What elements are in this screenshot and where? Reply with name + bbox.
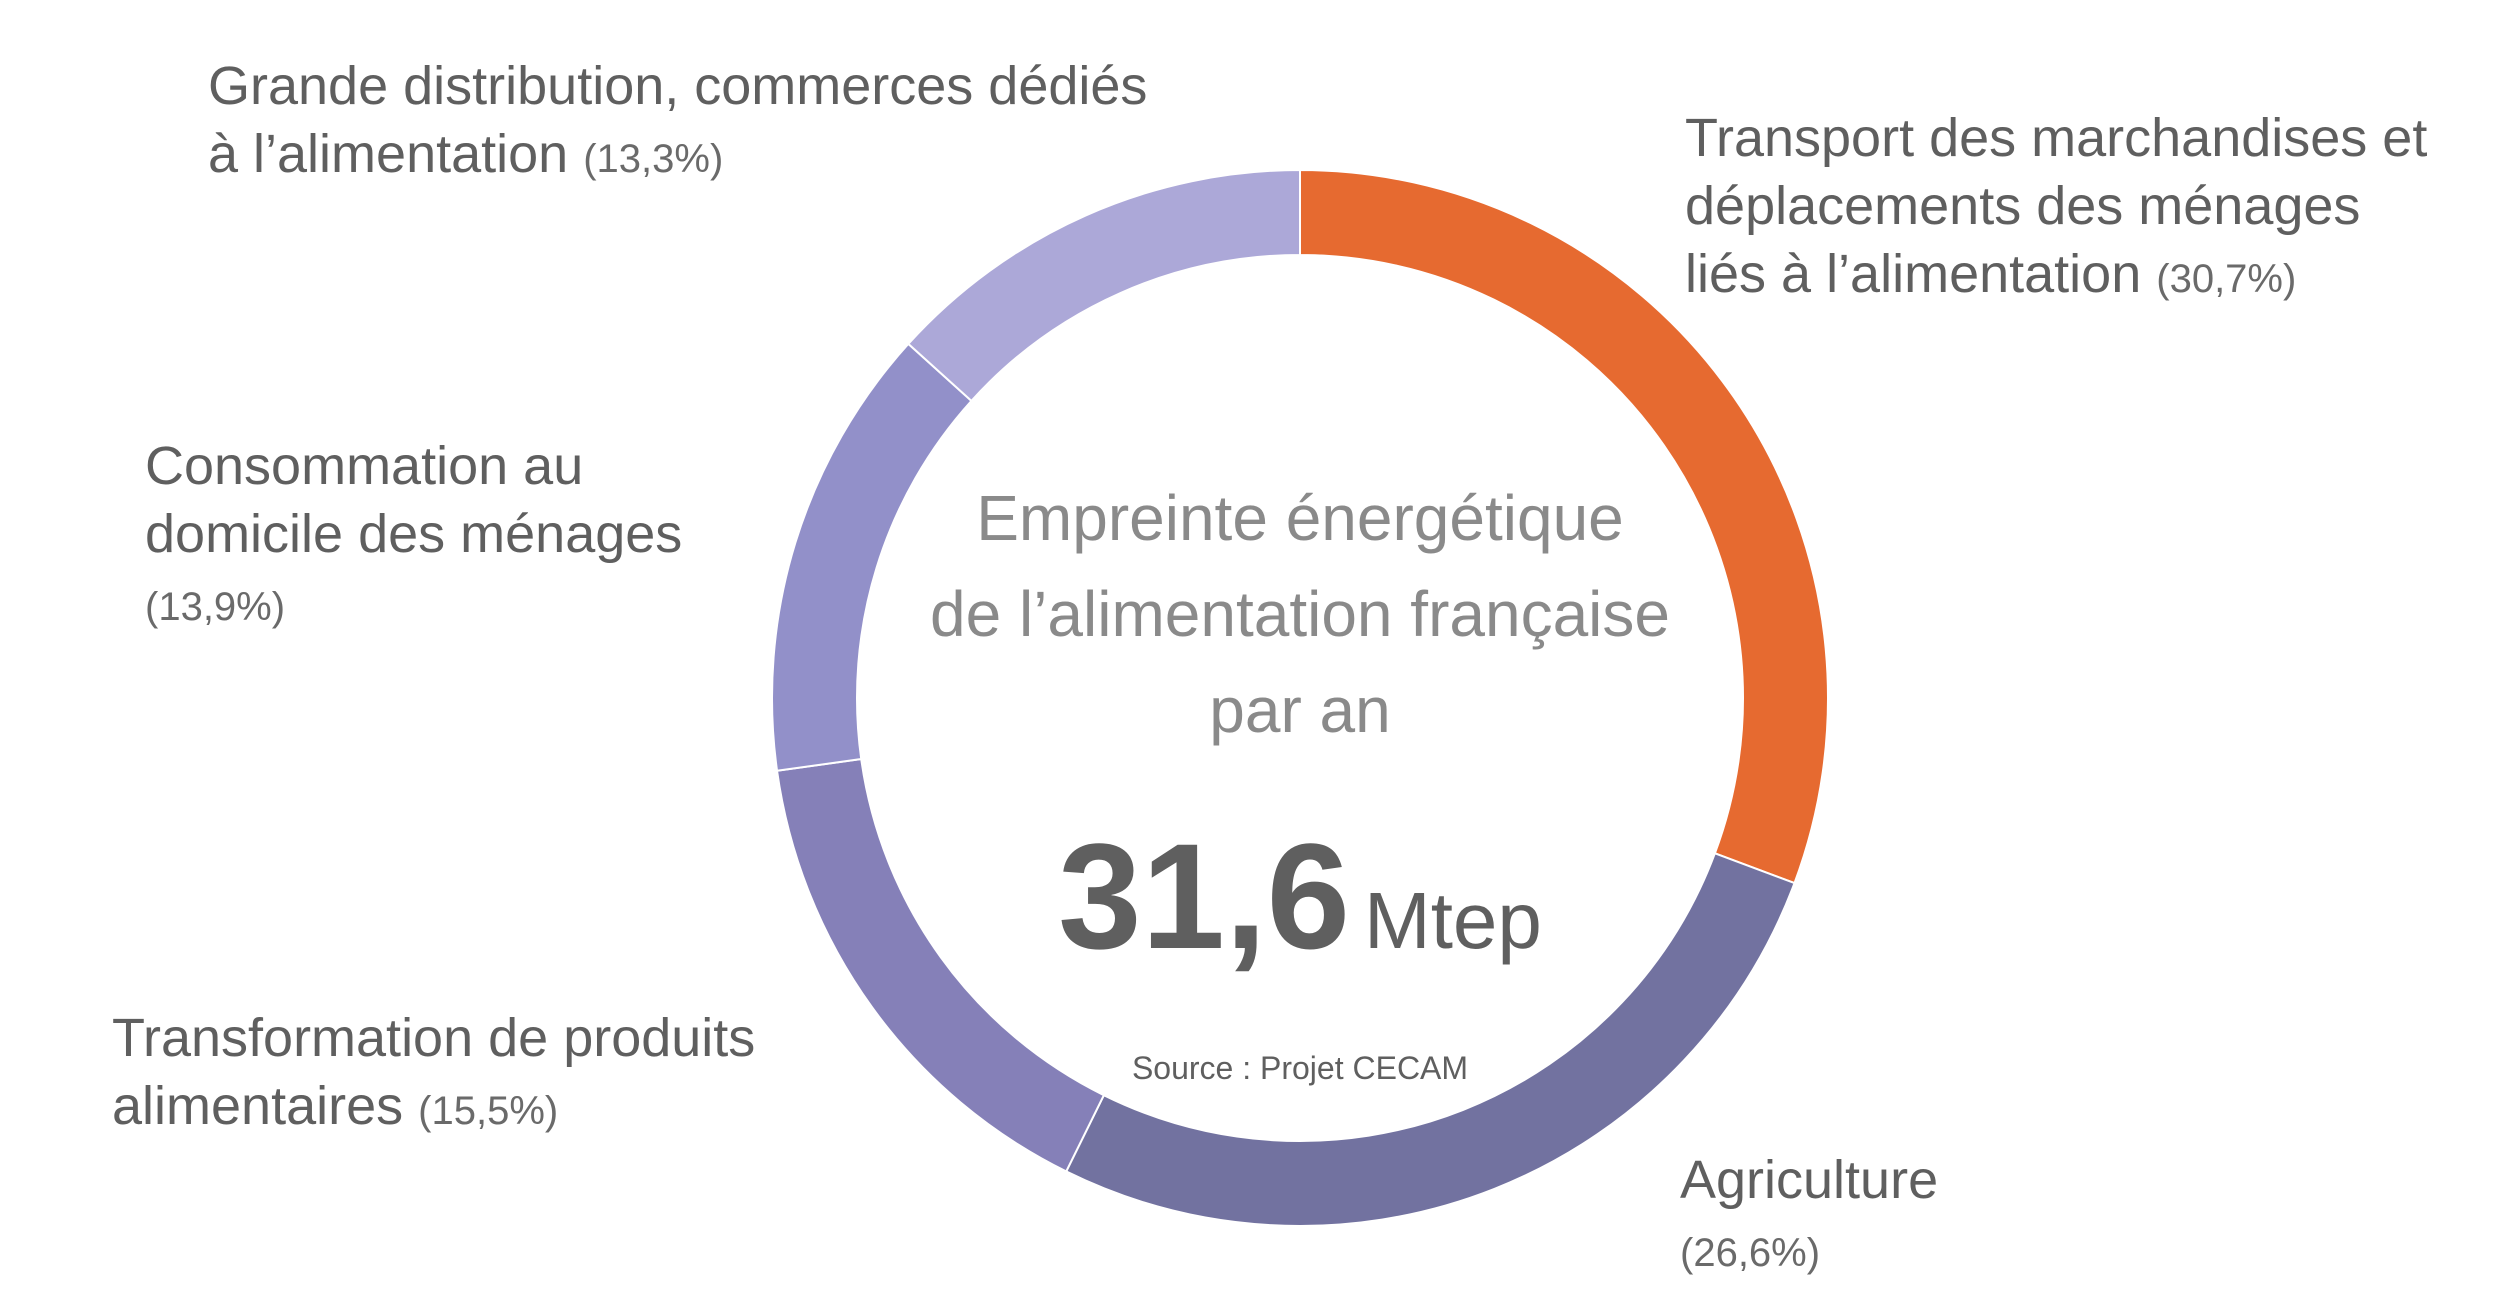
donut-segment-transport: [1299, 168, 1830, 885]
label-consommation-pct: (13,9%): [145, 585, 286, 629]
center-total-value: 31,6: [1058, 812, 1351, 980]
center-total: 31,6 Mtep: [830, 806, 1770, 1034]
label-transformation-pct: (15,5%): [418, 1089, 559, 1133]
label-transport-line-3: liés à l’alimentation: [1685, 244, 2142, 304]
label-grande-distribution: Grande distribution, commerces dédiés à …: [208, 52, 1147, 193]
label-transport-pct: (30,7%): [2156, 257, 2297, 301]
label-transformation-line-2: alimentaires: [112, 1076, 404, 1136]
label-transport-line-1: Transport des marchandises et: [1685, 108, 2428, 168]
label-consommation-line-2: domicile des ménages: [145, 504, 683, 564]
label-grande-distribution-line-2: à l’alimentation: [208, 124, 569, 184]
label-grande-distribution-line-1: Grande distribution, commerces dédiés: [208, 56, 1148, 116]
label-consommation: Consommation au domicile des ménages (13…: [145, 432, 682, 641]
donut-center: Empreinte énergétique de l’alimentation …: [830, 470, 1770, 1034]
source-note: Source : Projet CECAM: [1131, 1050, 1469, 1086]
label-transport-line-2: déplacements des ménages: [1685, 176, 2361, 236]
label-transformation: Transformation de produits alimentaires …: [112, 1004, 755, 1145]
label-transformation-line-1: Transformation de produits: [112, 1008, 756, 1068]
label-consommation-line-1: Consommation au: [145, 436, 584, 496]
label-agriculture-line-1: Agriculture: [1680, 1150, 1939, 1210]
label-transport: Transport des marchandises et déplacemen…: [1685, 104, 2427, 313]
center-total-unit: Mtep: [1364, 876, 1542, 965]
label-grande-distribution-pct: (13,3%): [583, 137, 724, 181]
center-title-line-3: par an: [1209, 674, 1391, 746]
center-title-line-1: Empreinte énergétique: [976, 482, 1624, 554]
label-agriculture: Agriculture (26,6%): [1680, 1146, 1938, 1287]
center-title: Empreinte énergétique de l’alimentation …: [830, 470, 1770, 758]
donut-segment-grande-distribution: [906, 168, 1301, 403]
label-agriculture-pct: (26,6%): [1680, 1231, 1821, 1275]
center-title-line-2: de l’alimentation française: [930, 578, 1670, 650]
